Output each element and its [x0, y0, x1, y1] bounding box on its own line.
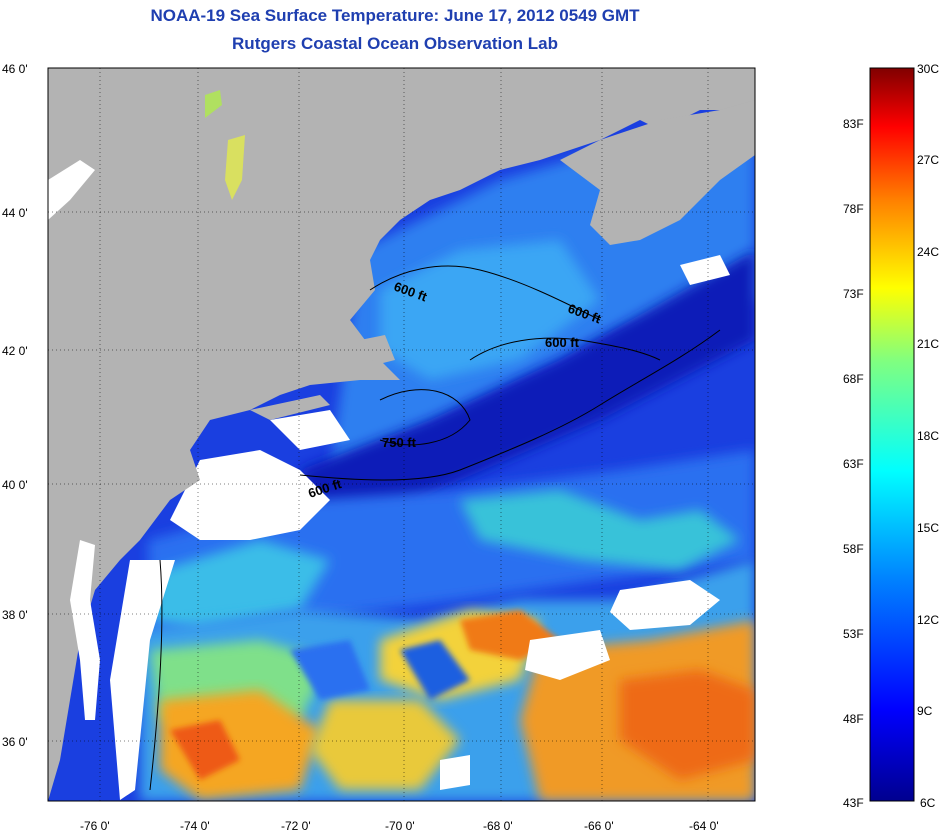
temperature-colorbar — [869, 67, 915, 802]
fahrenheit-label: 78F — [843, 202, 864, 216]
lon-tick-label: -76 0' — [80, 819, 110, 833]
lon-tick-label: -66 0' — [584, 819, 614, 833]
lon-tick-label: -72 0' — [281, 819, 311, 833]
celsius-label: 6C — [920, 796, 936, 810]
celsius-label: 30C — [917, 62, 939, 76]
celsius-label: 27C — [917, 153, 939, 167]
celsius-label: 12C — [917, 613, 939, 627]
lon-tick-label: -70 0' — [385, 819, 415, 833]
map-frame — [47, 67, 756, 802]
lon-tick-label: -64 0' — [689, 819, 719, 833]
land-mass — [48, 68, 755, 801]
lon-tick-label: -74 0' — [180, 819, 210, 833]
fahrenheit-label: 53F — [843, 627, 864, 641]
cold-band — [300, 250, 755, 540]
lat-tick-label: 46 0' — [2, 62, 28, 76]
fahrenheit-label: 68F — [843, 372, 864, 386]
fahrenheit-label: 43F — [843, 796, 864, 810]
lat-tick-label: 40 0' — [2, 478, 28, 492]
fahrenheit-label: 73F — [843, 287, 864, 301]
lat-tick-label: 36 0' — [2, 735, 28, 749]
map-imagery — [48, 68, 755, 801]
fahrenheit-label: 58F — [843, 542, 864, 556]
lat-tick-label: 44 0' — [2, 206, 28, 220]
lon-tick-label: -68 0' — [483, 819, 513, 833]
fahrenheit-label: 48F — [843, 712, 864, 726]
fahrenheit-label: 83F — [843, 117, 864, 131]
celsius-label: 18C — [917, 429, 939, 443]
lat-tick-label: 38 0' — [2, 608, 28, 622]
celsius-label: 15C — [917, 521, 939, 535]
celsius-label: 24C — [917, 245, 939, 259]
celsius-label: 9C — [917, 704, 933, 718]
fahrenheit-label: 63F — [843, 457, 864, 471]
cloud-patch — [170, 450, 330, 540]
lat-tick-label: 42 0' — [2, 344, 28, 358]
map-subtitle: Rutgers Coastal Ocean Observation Lab — [232, 34, 558, 53]
nova-scotia-land — [560, 100, 755, 245]
contour-label: 600 ft — [545, 335, 580, 350]
contour-label: 750 ft — [382, 435, 417, 450]
map-title: NOAA-19 Sea Surface Temperature: June 17… — [150, 6, 640, 25]
celsius-label: 21C — [917, 337, 939, 351]
colorbar-ticks: 30C 27C 24C 21C 18C 15C 12C 9C 6C 83F 78… — [843, 62, 939, 810]
